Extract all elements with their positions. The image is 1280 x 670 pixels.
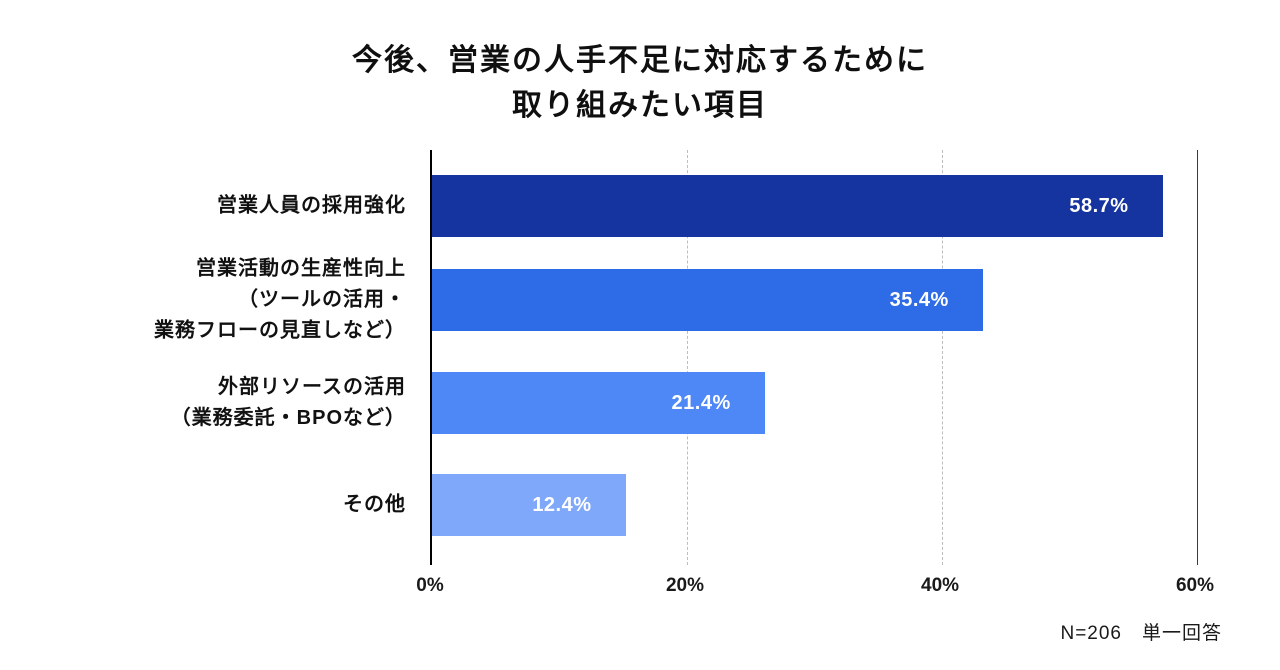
category-labels: 営業人員の採用強化営業活動の生産性向上 （ツールの活用・ 業務フローの見直しなど） 外… — [0, 0, 406, 670]
bar: 35.4% — [432, 269, 983, 331]
bar: 58.7% — [432, 175, 1163, 237]
x-tick-label: 40% — [921, 575, 960, 596]
category-label: 営業人員の採用強化 — [217, 194, 406, 217]
bar-value-label: 35.4% — [889, 288, 949, 311]
bar-value-label: 21.4% — [671, 391, 731, 414]
chart-title: 今後、営業の人手不足に対応するために 取り組みたい項目 — [0, 38, 1280, 128]
bar-value-label: 58.7% — [1069, 194, 1129, 217]
chart-title-line2: 取り組みたい項目 — [512, 89, 768, 122]
x-tick-label: 20% — [665, 575, 704, 596]
gridline — [942, 150, 944, 565]
chart-title-line1: 今後、営業の人手不足に対応するために — [352, 44, 928, 77]
bar-value-label: 12.4% — [532, 493, 592, 516]
sample-note: N=206 単一回答 — [1060, 623, 1222, 644]
gridline — [686, 150, 688, 565]
bar: 21.4% — [432, 372, 765, 434]
category-label: 外部リソースの活用 （業務委託・BPOなど） — [170, 376, 406, 429]
x-axis-ticks: 0% 20% 40% 60% — [416, 575, 1214, 605]
category-label: その他 — [343, 493, 406, 516]
bar: 12.4% — [432, 474, 626, 536]
category-label: 営業活動の生産性向上 （ツールの活用・ 業務フローの見直しなど） — [154, 257, 406, 342]
plot-area: 58.7% 35.4% 21.4% 12.4% — [430, 150, 1198, 565]
x-tick-label: 60% — [1175, 575, 1215, 596]
x-tick-label: 0% — [416, 575, 444, 596]
